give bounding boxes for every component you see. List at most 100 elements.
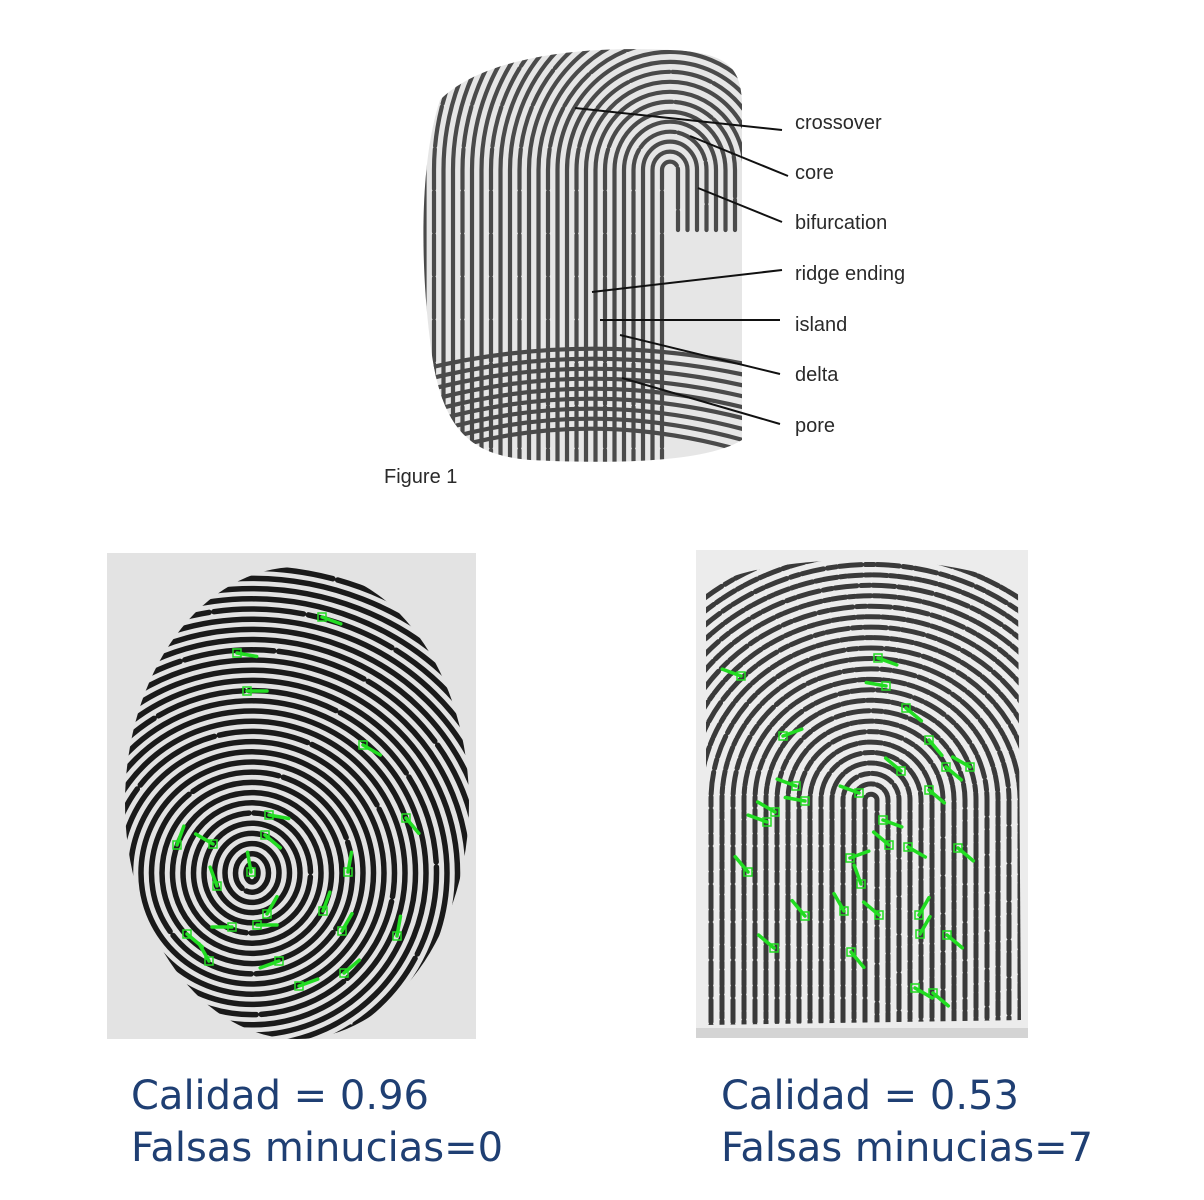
ridge xyxy=(526,49,742,462)
ridge xyxy=(574,69,742,462)
ridge xyxy=(423,386,742,417)
label-island: island xyxy=(795,314,847,336)
ridge xyxy=(706,582,1021,1025)
ridge xyxy=(752,687,990,1025)
ridge xyxy=(423,396,742,428)
label-core: core xyxy=(795,162,834,184)
minutia-marker xyxy=(343,850,354,877)
quality-score-right: Calidad = 0.53 xyxy=(721,1073,1019,1119)
minutia-marker xyxy=(262,894,279,919)
ridge xyxy=(741,676,1001,1025)
minutia-marker xyxy=(873,653,899,667)
minutia-marker xyxy=(756,933,779,953)
label-ridge-ending: ridge ending xyxy=(795,263,905,285)
minutia-marker xyxy=(914,895,931,920)
minutia-marker xyxy=(733,854,753,877)
label-pore: pore xyxy=(795,415,835,437)
ridge xyxy=(706,614,1021,1025)
minutia-marker xyxy=(903,842,928,859)
minutia-marker xyxy=(883,756,906,776)
ridge xyxy=(423,366,742,395)
minutia-marker xyxy=(245,850,256,877)
ridge xyxy=(469,49,742,462)
minutia-marker xyxy=(783,795,810,806)
ridge xyxy=(555,49,742,462)
minutia-marker xyxy=(950,755,975,772)
ridge xyxy=(517,49,742,462)
caption-left: Calidad = 0.96 Falsas minucias=0 xyxy=(131,1070,503,1174)
minutia-marker xyxy=(720,667,746,681)
ridge xyxy=(423,376,742,406)
ridge xyxy=(807,739,935,1025)
fingerprint-left-svg xyxy=(107,553,476,1039)
ridge xyxy=(138,759,366,987)
minutia-marker xyxy=(264,810,291,821)
fingerprint-low-quality xyxy=(696,550,1028,1038)
ridge xyxy=(536,49,742,462)
fingerprint-right-svg xyxy=(696,550,1028,1038)
ridge xyxy=(796,729,946,1025)
figure-labels: crossover core bifurcation ridge ending … xyxy=(795,112,905,437)
ridge xyxy=(507,49,742,462)
ridge xyxy=(631,129,709,462)
ridge xyxy=(479,49,742,462)
ridge xyxy=(169,789,335,957)
ridge xyxy=(423,406,742,439)
minutia-marker xyxy=(193,832,218,849)
ridge xyxy=(460,49,742,462)
minutia-marker xyxy=(337,911,354,936)
ridge xyxy=(423,356,742,384)
ridge xyxy=(840,770,902,1025)
ridge xyxy=(706,603,1021,1025)
minutia-marker xyxy=(924,735,944,758)
ridge xyxy=(545,49,742,462)
minutia-marker xyxy=(210,922,237,932)
minutia-marker xyxy=(317,612,343,626)
ridge xyxy=(706,635,1021,1025)
minutia-marker xyxy=(252,920,279,930)
ridge xyxy=(488,49,742,462)
ridge xyxy=(774,708,968,1025)
figure-caption: Figure 1 xyxy=(384,466,457,488)
minutia-marker xyxy=(832,891,849,916)
ridge xyxy=(730,666,1012,1025)
annotated-fingerprint-figure: crossover core bifurcation ridge ending … xyxy=(370,40,950,510)
ridge xyxy=(127,749,377,997)
minutia-marker xyxy=(878,815,904,829)
minutia-marker xyxy=(941,762,964,782)
caption-right: Calidad = 0.53 Falsas minucias=7 xyxy=(721,1070,1093,1174)
ridge xyxy=(564,59,742,462)
minutia-marker xyxy=(775,777,801,791)
ridge xyxy=(232,851,272,895)
minutia-marker xyxy=(258,956,284,970)
ridge xyxy=(706,624,1021,1025)
minutia-marker xyxy=(838,784,864,798)
minutia-marker xyxy=(778,727,804,741)
ridge xyxy=(201,820,303,926)
ridge xyxy=(602,99,738,462)
fingerprint-high-quality xyxy=(107,553,476,1039)
minutia-marker xyxy=(392,914,403,941)
ridge xyxy=(190,810,314,936)
minutia-marker xyxy=(901,703,924,723)
ridge xyxy=(763,697,979,1025)
minutia-marker xyxy=(197,941,214,966)
ridge xyxy=(583,79,742,462)
minutia-marker xyxy=(845,849,871,863)
ridge xyxy=(423,346,742,373)
ridge xyxy=(829,760,913,1025)
ridge xyxy=(708,645,1021,1025)
ridge xyxy=(211,830,293,916)
minutia-marker xyxy=(928,988,951,1008)
minutia-marker xyxy=(852,863,866,889)
ridge xyxy=(159,779,345,967)
minutia-marker xyxy=(208,865,222,891)
minutia-marker xyxy=(401,813,421,836)
ridge xyxy=(706,593,1021,1025)
ridge xyxy=(640,139,700,462)
minutia-marker xyxy=(942,930,965,950)
minutia-marker xyxy=(172,824,186,850)
minutia-marker xyxy=(294,977,320,991)
ridge xyxy=(621,119,719,462)
ridge xyxy=(818,750,924,1025)
